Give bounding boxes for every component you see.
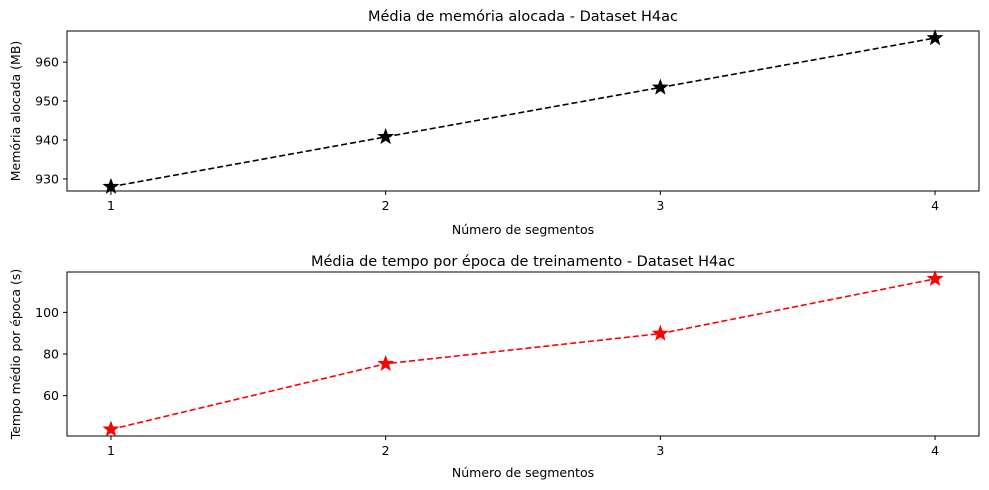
data-point xyxy=(926,269,944,287)
series-group xyxy=(102,29,944,194)
plot-area xyxy=(66,271,980,437)
x-axis-label: Número de segmentos xyxy=(452,465,594,480)
chart-time: Média de tempo por época de treinamento … xyxy=(8,254,980,480)
x-axis: 1 2 3 4 xyxy=(107,436,939,458)
y-tick-label: 960 xyxy=(35,55,59,70)
data-point xyxy=(102,177,120,194)
series-line xyxy=(110,278,936,431)
data-point xyxy=(926,29,944,46)
series-group xyxy=(102,269,944,437)
x-tick-label: 4 xyxy=(931,443,939,458)
data-point xyxy=(377,354,395,371)
y-tick-label: 100 xyxy=(35,305,59,320)
x-axis: 1 2 3 4 xyxy=(107,191,939,213)
x-tick-label: 4 xyxy=(931,198,939,213)
chart-title: Média de tempo por época de treinamento … xyxy=(311,254,735,270)
y-tick-label: 60 xyxy=(43,388,59,403)
y-tick-label: 950 xyxy=(35,94,59,109)
chart-memory: Média de memória alocada - Dataset H4ac … xyxy=(8,9,980,237)
y-tick-label: 930 xyxy=(35,171,59,186)
data-point xyxy=(102,420,120,437)
y-axis-label: Tempo médio por época (s) xyxy=(8,269,23,441)
x-tick-label: 2 xyxy=(382,443,390,458)
x-tick-label: 1 xyxy=(107,198,115,213)
data-point xyxy=(651,324,669,341)
y-axis: 930 940 950 960 xyxy=(35,55,67,186)
data-point xyxy=(651,78,669,95)
plot-area xyxy=(66,30,980,192)
x-tick-label: 3 xyxy=(656,198,664,213)
data-point xyxy=(377,128,395,145)
x-axis-label: Número de segmentos xyxy=(452,222,594,237)
y-tick-label: 940 xyxy=(35,133,59,148)
x-tick-label: 1 xyxy=(107,443,115,458)
x-tick-label: 2 xyxy=(382,198,390,213)
chart-title: Média de memória alocada - Dataset H4ac xyxy=(368,9,678,25)
y-axis: 60 80 100 xyxy=(35,305,67,403)
x-tick-label: 3 xyxy=(656,443,664,458)
series-line xyxy=(110,37,936,188)
y-tick-label: 80 xyxy=(43,347,59,362)
y-axis-label: Memória alocada (MB) xyxy=(8,41,23,182)
